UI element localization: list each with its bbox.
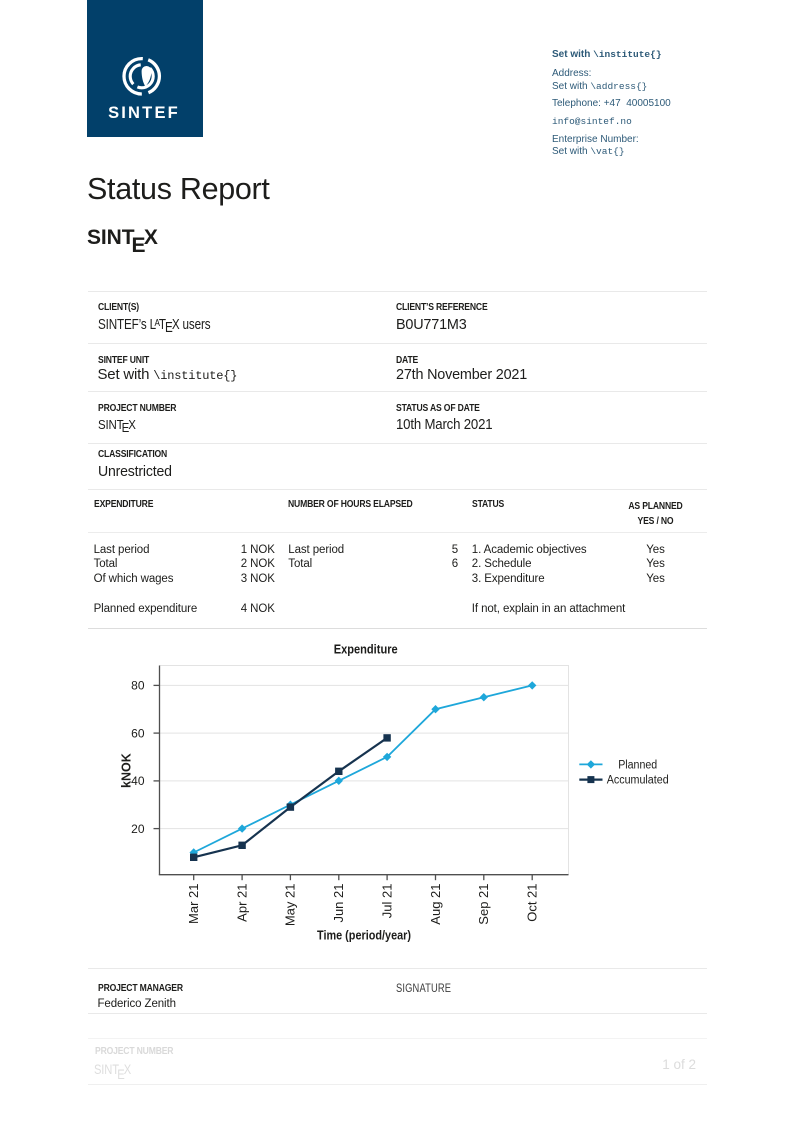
svg-text:80: 80 bbox=[131, 679, 145, 693]
svg-text:SINTEF: SINTEF bbox=[108, 104, 180, 122]
svg-text:60: 60 bbox=[131, 726, 145, 740]
svg-text:Jun 21: Jun 21 bbox=[331, 884, 346, 923]
svg-text:Jul 21: Jul 21 bbox=[379, 884, 394, 919]
svg-text:Apr 21: Apr 21 bbox=[234, 884, 249, 922]
svg-text:Expenditure: Expenditure bbox=[334, 643, 398, 657]
svg-text:Aug 21: Aug 21 bbox=[428, 884, 443, 925]
svg-text:Time (period/year): Time (period/year) bbox=[317, 928, 411, 942]
svg-text:20: 20 bbox=[131, 822, 145, 836]
svg-text:Planned: Planned bbox=[618, 759, 657, 771]
svg-text:Accumulated: Accumulated bbox=[607, 775, 669, 787]
svg-text:40: 40 bbox=[131, 774, 145, 788]
svg-text:Sep 21: Sep 21 bbox=[476, 884, 491, 925]
svg-text:Mar 21: Mar 21 bbox=[186, 884, 201, 924]
svg-text:kNOK: kNOK bbox=[120, 753, 134, 788]
svg-text:Oct 21: Oct 21 bbox=[525, 884, 540, 922]
svg-text:May 21: May 21 bbox=[283, 884, 298, 927]
